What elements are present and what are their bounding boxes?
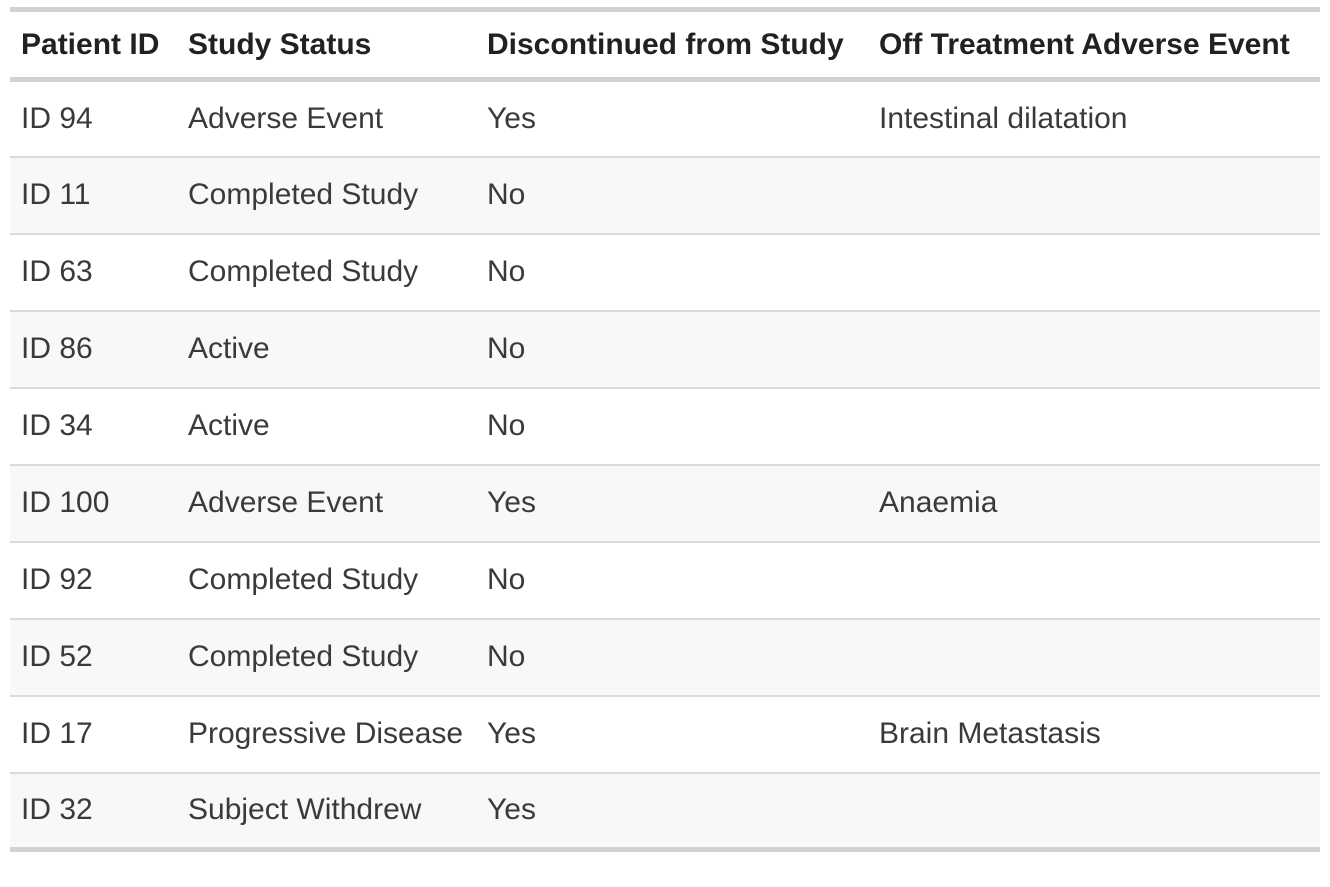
cell-patient-id: ID 92 — [10, 540, 177, 619]
table-row: ID 11 Completed Study No — [10, 155, 1320, 234]
table-row: ID 100 Adverse Event Yes Anaemia — [10, 463, 1320, 542]
cell-adverse-event — [868, 155, 1320, 234]
cell-study-status: Completed Study — [177, 155, 476, 234]
column-header-adverse-event: Off Treatment Adverse Event — [868, 9, 1320, 82]
cell-adverse-event — [868, 386, 1320, 465]
table-row: ID 86 Active No — [10, 309, 1320, 388]
cell-adverse-event: Anaemia — [868, 463, 1320, 542]
cell-adverse-event — [868, 232, 1320, 311]
cell-study-status: Completed Study — [177, 617, 476, 696]
cell-adverse-event — [868, 540, 1320, 619]
table-row: ID 32 Subject Withdrew Yes — [10, 771, 1320, 850]
cell-discontinued: Yes — [476, 463, 868, 542]
table-body: ID 94 Adverse Event Yes Intestinal dilatati… — [10, 80, 1320, 850]
cell-patient-id: ID 63 — [10, 232, 177, 311]
cell-study-status: Active — [177, 309, 476, 388]
cell-discontinued: No — [476, 232, 868, 311]
table-container: Patient ID Study Status Discontinued from … — [10, 7, 1320, 852]
cell-patient-id: ID 94 — [21, 101, 93, 135]
cell-adverse-event: Brain Metastasis — [868, 694, 1320, 773]
cell-study-status: Adverse Event — [188, 101, 384, 135]
cell-patient-id: ID 34 — [10, 386, 177, 465]
table-row: ID 92 Completed Study No — [10, 540, 1320, 619]
cell-study-status: Completed Study — [177, 540, 476, 619]
cell-discontinued: Yes — [476, 694, 868, 773]
table-row: ID 52 Completed Study No — [10, 617, 1320, 696]
cell-patient-id: ID 52 — [10, 617, 177, 696]
cell-study-status: Adverse Event — [177, 463, 476, 542]
cell-patient-id: ID 86 — [10, 309, 177, 388]
cell-discontinued: Yes — [487, 101, 536, 135]
table-row: ID 63 Completed Study No — [10, 232, 1320, 311]
table-row: ID 94 Adverse Event Yes Intestinal dilatati… — [10, 80, 1320, 157]
cell-patient-id: ID 11 — [10, 155, 177, 234]
cell-discontinued: No — [476, 386, 868, 465]
patient-study-status-table: Patient ID Study Status Discontinued from … — [10, 7, 1320, 852]
cell-patient-id: ID 32 — [10, 771, 177, 850]
cell-adverse-event: Intestinal dilatation — [879, 101, 1128, 135]
cell-patient-id: ID 100 — [10, 463, 177, 542]
cell-discontinued: No — [476, 617, 868, 696]
cell-study-status: Subject Withdrew — [177, 771, 476, 850]
cell-study-status: Progressive Disease — [177, 694, 476, 773]
column-header-discontinued: Discontinued from Study — [476, 9, 868, 82]
header-row: Patient ID Study Status Discontinued from … — [10, 9, 1320, 82]
cell-study-status: Completed Study — [177, 232, 476, 311]
cell-adverse-event — [868, 617, 1320, 696]
column-header-patient-id: Patient ID — [10, 9, 177, 82]
cell-patient-id: ID 17 — [10, 694, 177, 773]
table-row: ID 17 Progressive Disease Yes Brain Metasta… — [10, 694, 1320, 773]
cell-study-status: Active — [177, 386, 476, 465]
cell-adverse-event — [868, 771, 1320, 850]
table-header: Patient ID Study Status Discontinued from … — [10, 9, 1320, 82]
cell-discontinued: Yes — [476, 771, 868, 850]
column-header-study-status: Study Status — [177, 9, 476, 82]
cell-discontinued: No — [476, 540, 868, 619]
cell-discontinued: No — [476, 309, 868, 388]
table-row: ID 34 Active No — [10, 386, 1320, 465]
cell-discontinued: No — [476, 155, 868, 234]
cell-adverse-event — [868, 309, 1320, 388]
